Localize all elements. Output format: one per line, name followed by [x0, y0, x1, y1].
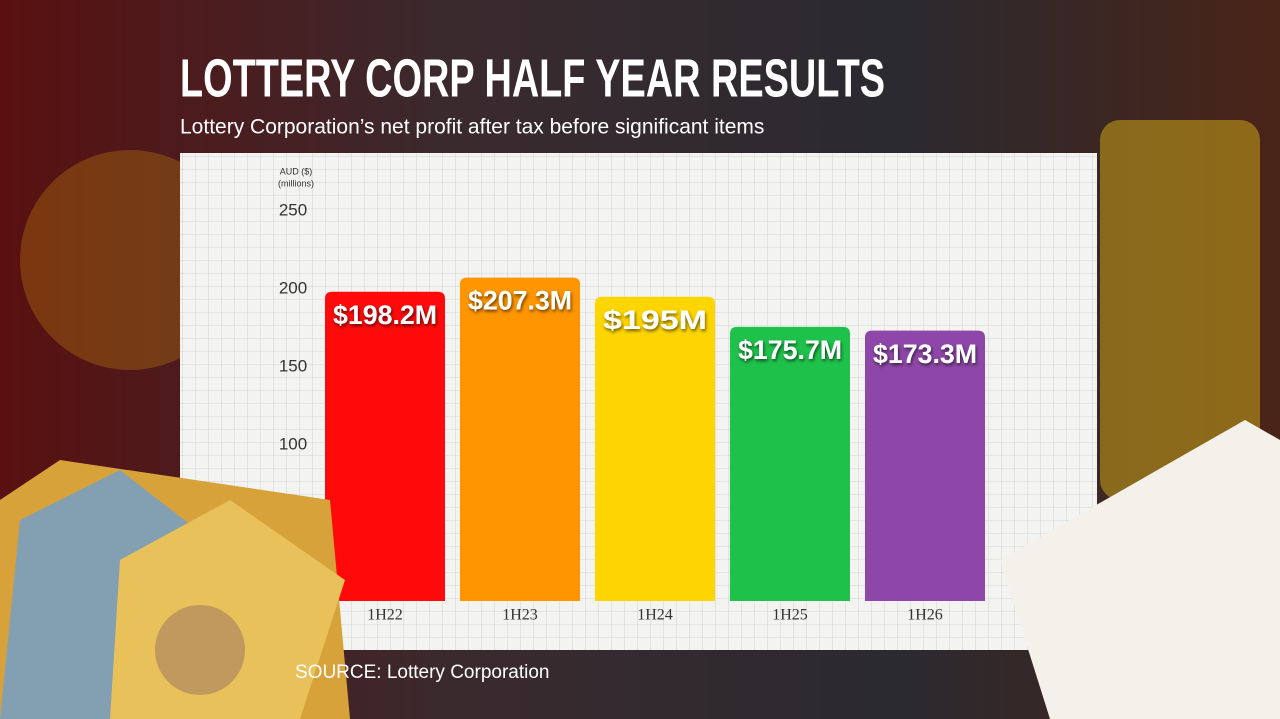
background-sign	[1100, 120, 1260, 500]
bar	[595, 296, 715, 601]
chart-title: LOTTERY CORP HALF YEAR RESULTS	[180, 48, 885, 108]
bar	[730, 326, 850, 601]
plot: 100 150 200 250 1H22 $198.2M 1H23 $207.3M 1H24 $1…	[279, 200, 985, 624]
x-tick-label: 1H23	[502, 607, 538, 624]
y-tick-label: 100	[279, 434, 307, 453]
x-tick-label: 1H26	[907, 607, 943, 624]
value-label: $195M	[603, 305, 707, 335]
bar	[865, 330, 985, 601]
y-axis-label: AUD ($)	[280, 166, 313, 176]
y-tick-label: 250	[279, 200, 307, 219]
y-axis-unit: (millions)	[278, 178, 314, 188]
source-note: SOURCE: Lottery Corporation	[295, 662, 550, 683]
money-decoration	[0, 420, 1280, 719]
value-label: $175.7M	[738, 335, 842, 365]
value-label: $173.3M	[873, 339, 977, 369]
value-label: $198.2M	[333, 300, 437, 330]
chart-subtitle: Lottery Corporation’s net profit after t…	[180, 116, 764, 139]
value-label: $207.3M	[468, 286, 572, 316]
x-tick-label: 1H24	[637, 607, 673, 624]
bar	[460, 277, 580, 601]
y-tick-label: 150	[279, 356, 307, 375]
y-tick-label: 200	[279, 278, 307, 297]
x-tick-label: 1H25	[772, 607, 808, 624]
x-tick-label: 1H22	[367, 607, 403, 624]
bar	[325, 291, 445, 601]
